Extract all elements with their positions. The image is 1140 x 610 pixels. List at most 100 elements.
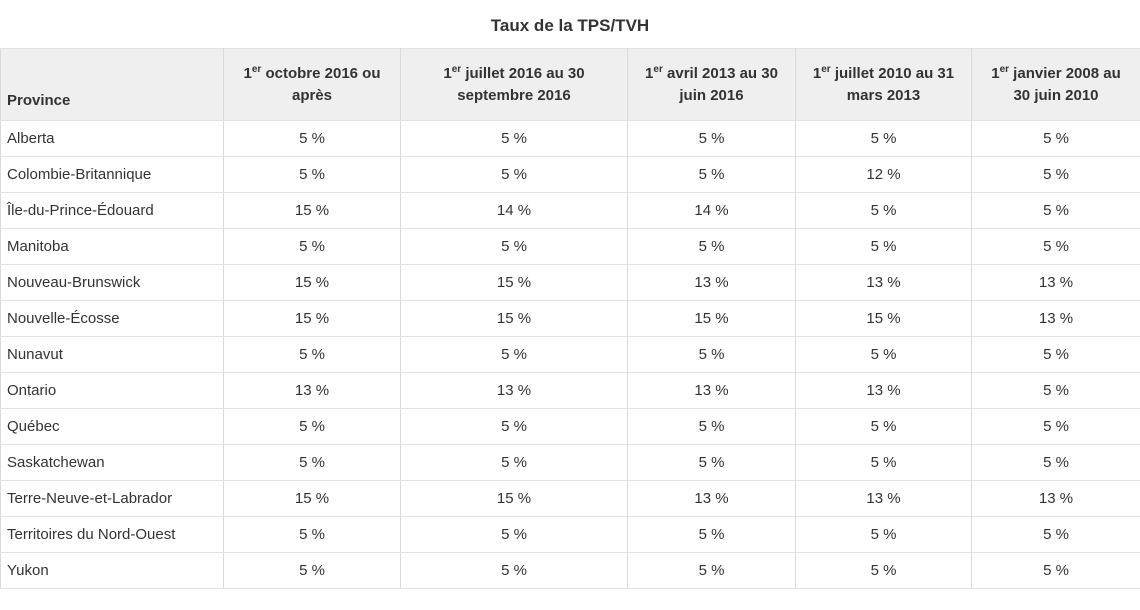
rate-cell: 15 % — [400, 480, 628, 517]
rate-cell: 5 % — [223, 516, 401, 553]
rate-cell: 5 % — [223, 552, 401, 589]
column-header-province: Province — [0, 48, 224, 121]
rate-cell: 15 % — [223, 192, 401, 229]
header-superscript: er — [821, 63, 831, 75]
rate-cell: 13 % — [795, 480, 972, 517]
column-header-period-jul-2010: 1er juillet 2010 au 31 mars 2013 — [795, 48, 972, 121]
rate-cell: 13 % — [627, 264, 796, 301]
table-row: Saskatchewan 5 % 5 % 5 % 5 % 5 % — [0, 444, 1140, 481]
province-cell: Alberta — [0, 120, 224, 157]
rate-cell: 13 % — [627, 480, 796, 517]
header-text: avril 2013 au 30 juin 2016 — [662, 64, 778, 104]
rate-cell: 5 % — [795, 552, 972, 589]
header-superscript: er — [999, 63, 1010, 75]
rate-cell: 5 % — [627, 156, 796, 193]
header-text: 1 — [991, 64, 1000, 82]
rate-cell: 5 % — [400, 156, 628, 193]
rate-cell: 5 % — [795, 120, 972, 157]
rate-cell: 5 % — [400, 336, 628, 373]
province-cell: Territoires du Nord-Ouest — [0, 516, 224, 553]
column-header-period-jan-2008: 1er janvier 2008 au 30 juin 2010 — [971, 48, 1140, 121]
header-text: 1 — [812, 64, 822, 82]
header-text: 1 — [443, 64, 452, 82]
table-row: Territoires du Nord-Ouest 5 % 5 % 5 % 5 … — [0, 516, 1140, 553]
rate-cell: 14 % — [627, 192, 796, 229]
rate-cell: 13 % — [400, 372, 628, 409]
rate-cell: 5 % — [627, 516, 796, 553]
rate-cell: 5 % — [627, 336, 796, 373]
table-row: Colombie-Britannique 5 % 5 % 5 % 12 % 5 … — [0, 156, 1140, 193]
rate-cell: 5 % — [627, 408, 796, 445]
rate-cell: 15 % — [223, 264, 401, 301]
rate-cell: 5 % — [400, 120, 628, 157]
header-text: 1 — [243, 64, 252, 82]
table-row: Alberta 5 % 5 % 5 % 5 % 5 % — [0, 120, 1140, 157]
rate-cell: 5 % — [971, 372, 1140, 409]
province-cell: Île-du-Prince-Édouard — [0, 192, 224, 229]
province-cell: Saskatchewan — [0, 444, 224, 481]
header-row: Province 1er octobre 2016 ou après 1er j… — [0, 48, 1140, 121]
rate-cell: 5 % — [795, 408, 972, 445]
rate-cell: 5 % — [971, 444, 1140, 481]
rate-cell: 5 % — [400, 516, 628, 553]
rate-cell: 15 % — [627, 300, 796, 337]
rate-cell: 5 % — [971, 408, 1140, 445]
header-superscript: er — [251, 63, 262, 75]
rate-cell: 12 % — [795, 156, 972, 193]
rate-cell: 13 % — [971, 300, 1140, 337]
header-text: juillet 2016 au 30 septembre 2016 — [457, 64, 585, 104]
rate-cell: 5 % — [400, 444, 628, 481]
rate-cell: 5 % — [795, 444, 972, 481]
province-cell: Ontario — [0, 372, 224, 409]
province-cell: Colombie-Britannique — [0, 156, 224, 193]
table-row: Yukon 5 % 5 % 5 % 5 % 5 % — [0, 552, 1140, 589]
table-row: Île-du-Prince-Édouard 15 % 14 % 14 % 5 %… — [0, 192, 1140, 229]
rate-cell: 5 % — [971, 120, 1140, 157]
table-row: Nouveau-Brunswick 15 % 15 % 13 % 13 % 13… — [0, 264, 1140, 301]
column-header-period-oct-2016: 1er octobre 2016 ou après — [223, 48, 401, 121]
rate-cell: 13 % — [795, 264, 972, 301]
rate-cell: 5 % — [971, 516, 1140, 553]
rate-cell: 5 % — [223, 336, 401, 373]
rate-cell: 5 % — [400, 552, 628, 589]
rate-cell: 5 % — [971, 336, 1140, 373]
rate-cell: 13 % — [223, 372, 401, 409]
province-cell: Yukon — [0, 552, 224, 589]
table-row: Nunavut 5 % 5 % 5 % 5 % 5 % — [0, 336, 1140, 373]
province-cell: Nouvelle-Écosse — [0, 300, 224, 337]
rate-cell: 13 % — [971, 264, 1140, 301]
rate-cell: 5 % — [223, 444, 401, 481]
rate-cell: 5 % — [971, 156, 1140, 193]
rate-cell: 15 % — [795, 300, 972, 337]
rate-cell: 15 % — [223, 480, 401, 517]
rate-cell: 15 % — [400, 300, 628, 337]
rate-cell: 5 % — [795, 516, 972, 553]
table-row: Québec 5 % 5 % 5 % 5 % 5 % — [0, 408, 1140, 445]
rate-cell: 5 % — [400, 408, 628, 445]
rate-cell: 5 % — [223, 120, 401, 157]
header-superscript: er — [653, 63, 663, 75]
province-cell: Terre-Neuve-et-Labrador — [0, 480, 224, 517]
rate-cell: 5 % — [971, 228, 1140, 265]
rate-cell: 5 % — [627, 120, 796, 157]
rate-cell: 15 % — [400, 264, 628, 301]
rate-cell: 13 % — [971, 480, 1140, 517]
rate-cell: 5 % — [223, 408, 401, 445]
rate-cell: 5 % — [971, 552, 1140, 589]
header-text: octobre 2016 ou après — [261, 64, 381, 104]
rate-cell: 5 % — [223, 228, 401, 265]
tax-rates-table: Province 1er octobre 2016 ou après 1er j… — [0, 48, 1140, 589]
table-row: Ontario 13 % 13 % 13 % 13 % 5 % — [0, 372, 1140, 409]
table-row: Nouvelle-Écosse 15 % 15 % 15 % 15 % 13 % — [0, 300, 1140, 337]
header-text: juillet 2010 au 31 mars 2013 — [830, 64, 955, 104]
table-row: Terre-Neuve-et-Labrador 15 % 15 % 13 % 1… — [0, 480, 1140, 517]
table-title: Taux de la TPS/TVH — [490, 16, 650, 35]
province-cell: Québec — [0, 408, 224, 445]
rate-cell: 5 % — [400, 228, 628, 265]
province-cell: Nunavut — [0, 336, 224, 373]
rate-cell: 5 % — [223, 156, 401, 193]
header-text: janvier 2008 au 30 juin 2010 — [1009, 64, 1121, 104]
rate-cell: 5 % — [627, 444, 796, 481]
rate-cell: 15 % — [223, 300, 401, 337]
rate-cell: 5 % — [795, 228, 972, 265]
